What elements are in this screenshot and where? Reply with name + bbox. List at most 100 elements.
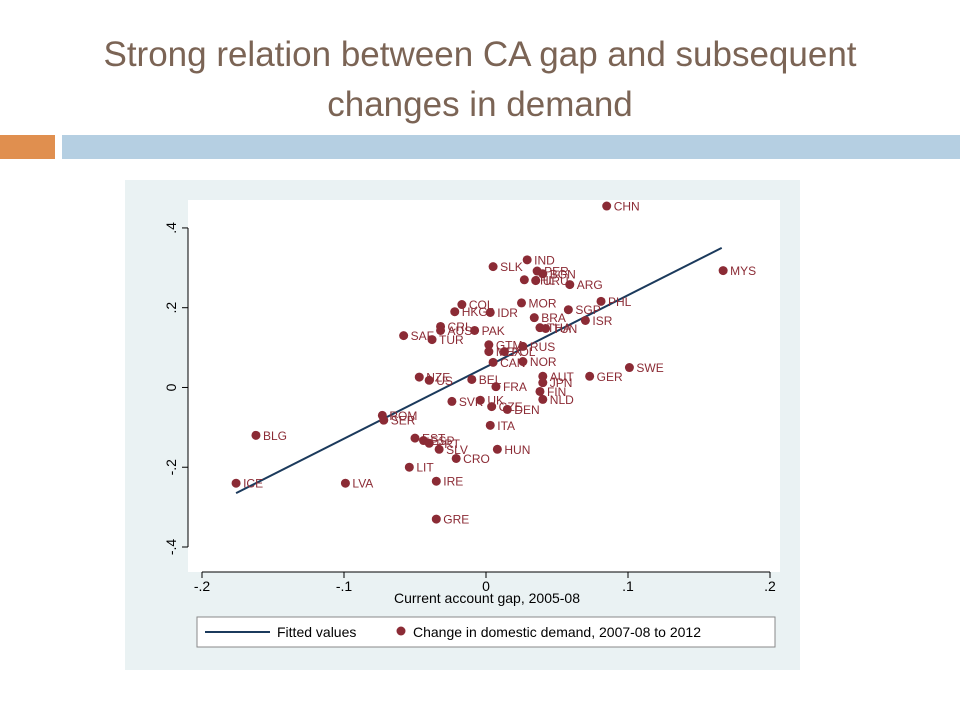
legend-fitted-label: Fitted values (277, 624, 356, 640)
title-line-1: Strong relation between CA gap and subse… (103, 35, 857, 74)
data-point (718, 266, 728, 276)
data-point-label: ITA (497, 419, 515, 433)
y-tick-label: .2 (163, 302, 179, 314)
data-point (538, 378, 548, 388)
data-point-label: ESP (431, 434, 455, 448)
data-point (431, 476, 441, 486)
legend-marker-swatch (396, 626, 406, 636)
data-point (451, 453, 461, 463)
data-point-label: NLD (550, 393, 574, 407)
fitted-line-group (235, 246, 723, 495)
x-axis-title: Current account gap, 2005-08 (394, 590, 580, 606)
data-point (596, 296, 606, 306)
data-point (470, 325, 480, 335)
data-point (340, 478, 350, 488)
data-point-label: HUN (504, 443, 530, 457)
scatter-chart: -.2 -.1 0 .1 .2 -.4 -.2 0 .2 .4 CHN MYS IND SLK PERBG… (125, 180, 800, 670)
data-point-label: POL (511, 345, 535, 359)
data-point-label: ISR (592, 314, 612, 328)
y-tick-label: -.4 (163, 539, 179, 556)
slide-title: Strong relation between CA gap and subse… (40, 30, 920, 130)
data-point-label: SLV (446, 443, 468, 457)
data-point (499, 347, 509, 357)
data-point (231, 478, 241, 488)
data-point-label: FIN (547, 385, 566, 399)
x-tick-label: .2 (764, 578, 776, 594)
data-point (585, 371, 595, 381)
data-point (427, 335, 437, 345)
data-point (519, 275, 529, 285)
data-point-label: ROM (389, 409, 417, 423)
data-point (563, 305, 573, 315)
data-point-label: CAN (500, 356, 525, 370)
data-point-label: CHN (614, 200, 640, 214)
data-point-label: IND (534, 253, 555, 267)
title-line-2: changes in demand (327, 85, 633, 124)
data-point-label: HKG (462, 305, 488, 319)
data-point (434, 444, 444, 454)
data-point-label: US (436, 374, 453, 388)
accent-bar-blue (62, 135, 960, 159)
data-point-label: TUR (439, 333, 464, 347)
data-point (522, 255, 532, 265)
data-point-label: IDR (497, 306, 518, 320)
data-point-label: URU (543, 274, 569, 288)
data-point (491, 382, 501, 392)
plot-area (188, 200, 780, 572)
data-point-label: JPN (550, 376, 573, 390)
data-point-label: NOR (530, 355, 557, 369)
data-point (485, 307, 495, 317)
data-point-label: CRI (448, 320, 469, 334)
y-tick-label: .4 (163, 222, 179, 234)
data-point (431, 514, 441, 524)
data-point-label: THA (547, 321, 571, 335)
data-point (484, 347, 494, 357)
data-point (580, 315, 590, 325)
data-point (487, 402, 497, 412)
data-point (436, 325, 446, 335)
data-point (517, 298, 526, 308)
data-point-label: PAK (482, 324, 505, 338)
data-point-label: IRE (443, 475, 463, 489)
data-point-label: SWE (636, 361, 663, 375)
data-point (457, 300, 467, 310)
legend: Fitted values Change in domestic demand,… (196, 616, 776, 648)
chart-container: -.2 -.1 0 .1 .2 -.4 -.2 0 .2 .4 CHN MYS IND SLK PER BG… (125, 180, 800, 670)
data-point (379, 415, 389, 425)
data-point-label: AUT (550, 370, 575, 384)
x-tick-label: -.2 (194, 578, 211, 594)
data-point-label: BGN (550, 267, 576, 281)
data-point-label: DEN (514, 403, 539, 417)
data-point (467, 374, 477, 384)
data-point (485, 420, 495, 430)
data-point-label: GER (597, 370, 623, 384)
data-point-label: MOR (529, 296, 557, 310)
data-point (529, 313, 539, 323)
data-point (538, 371, 548, 381)
data-point-label: AUS (448, 324, 473, 338)
data-point (538, 394, 548, 404)
data-point (531, 276, 541, 286)
data-point-label: LIT (416, 461, 434, 475)
data-point-label: TUN (553, 322, 578, 336)
data-point-label: BLG (263, 429, 287, 443)
data-point (410, 433, 420, 443)
data-point (541, 323, 551, 333)
data-point (538, 269, 548, 279)
data-point (251, 430, 261, 440)
data-point (602, 201, 612, 211)
data-point-label: PER (544, 265, 569, 279)
data-point (450, 307, 460, 317)
data-point (399, 331, 409, 341)
data-point-label: GRE (443, 513, 469, 527)
data-point-label: ARG (577, 278, 603, 292)
data-point (488, 357, 498, 367)
data-point-label: SGP (575, 303, 600, 317)
data-point (447, 396, 457, 406)
data-point (492, 444, 502, 454)
data-point (535, 386, 545, 396)
data-point-label: ICE (243, 477, 263, 491)
data-point-label: SER (391, 414, 416, 428)
data-point-label: CRO (463, 452, 490, 466)
